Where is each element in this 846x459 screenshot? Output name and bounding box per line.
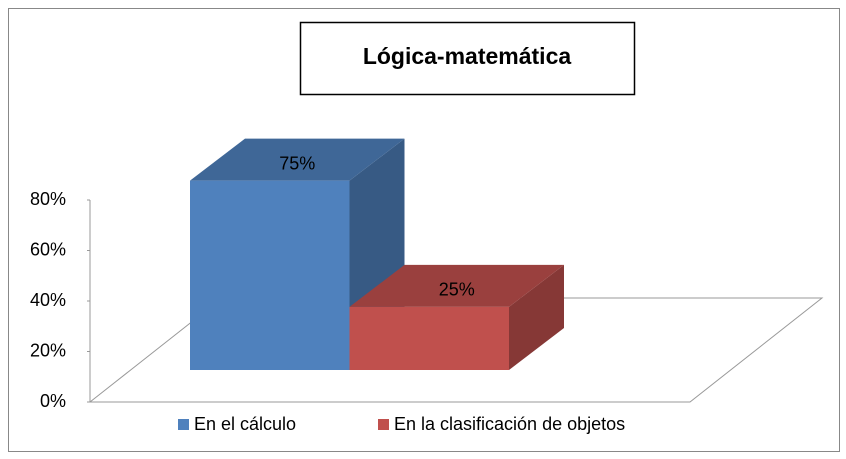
bar-top xyxy=(190,138,405,181)
y-tick-label: 40% xyxy=(30,290,66,310)
bar-front xyxy=(349,306,509,370)
chart-title: Lógica-matemática xyxy=(363,43,572,69)
y-tick-label: 80% xyxy=(30,189,66,209)
title-box xyxy=(299,21,636,96)
floor xyxy=(88,297,824,403)
data-label: 75% xyxy=(279,153,315,173)
y-tick-label: 0% xyxy=(40,391,66,411)
bar-front xyxy=(190,180,350,370)
legend-swatch xyxy=(178,419,189,430)
y-tick-label: 20% xyxy=(30,340,66,360)
data-label: 25% xyxy=(439,280,475,300)
legend-label: En el cálculo xyxy=(194,414,296,434)
bar-top xyxy=(349,264,564,307)
y-tick-label: 60% xyxy=(30,239,66,259)
legend-swatch xyxy=(378,419,389,430)
bar-side xyxy=(509,264,564,370)
bar xyxy=(349,264,564,370)
legend-label: En la clasificación de objetos xyxy=(394,414,625,434)
